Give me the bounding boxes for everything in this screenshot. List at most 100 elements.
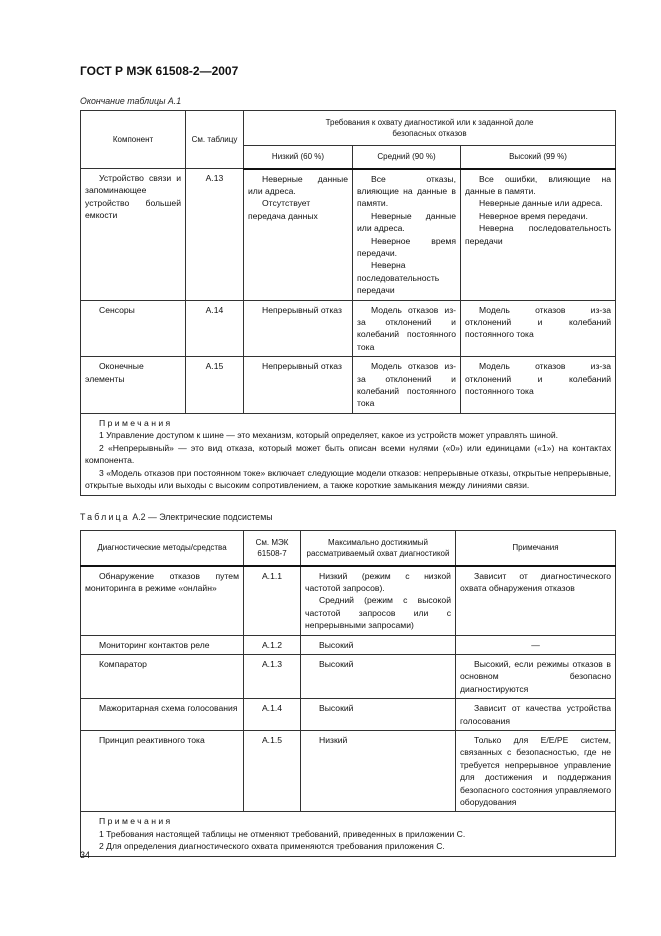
table-cell: Оконечные элементы bbox=[80, 356, 186, 414]
cell-text: Устройство связи и запоминающее устройст… bbox=[85, 173, 181, 221]
cell-text: Мажоритарная схема голосования bbox=[99, 703, 238, 714]
cell-text: Низкий bbox=[319, 734, 348, 745]
cell-text: А.14 bbox=[205, 304, 224, 315]
table-a2: Диагностические методы/средства См. МЭК … bbox=[80, 530, 616, 857]
cell-text: Высокий bbox=[319, 639, 354, 650]
header-low: Низкий (60 %) bbox=[243, 145, 353, 170]
table-cell: Непрерывный отказ bbox=[243, 299, 353, 358]
table-cell: Модель отказов из-за отклонений и колеба… bbox=[352, 356, 461, 414]
cell-text: А.15 bbox=[205, 361, 224, 372]
table-cell: А.1.5 bbox=[243, 729, 301, 813]
cell-text: Неверные данные или адреса. bbox=[357, 210, 456, 234]
cell-text: А.1.5 bbox=[261, 734, 283, 745]
cell-text: Принцип реактивного тока bbox=[99, 734, 205, 745]
document-header: ГОСТ Р МЭК 61508-2—2007 bbox=[80, 64, 239, 78]
table-cell: Зависит от качества устройства голосован… bbox=[455, 698, 616, 731]
table-cell: Компаратор bbox=[80, 653, 244, 700]
table-cell: Все ошибки, влияющие на данные в памяти.… bbox=[459, 168, 617, 301]
cell-text: Высокий, если режимы отказов в основном … bbox=[460, 658, 611, 694]
cell-text: Неверные данные или адреса. bbox=[479, 198, 603, 209]
table-cell: Высокий bbox=[300, 698, 456, 731]
cell-text: Сенсоры bbox=[99, 304, 135, 315]
table-cell: Модель отказов из-за отклонений и колеба… bbox=[459, 356, 617, 414]
cell-text: Модель отказов из-за отклонений и колеба… bbox=[465, 361, 612, 396]
header-coverage: Максимально достижимый рассматриваемый о… bbox=[300, 530, 456, 567]
table-cell: Высокий, если режимы отказов в основном … bbox=[455, 653, 616, 700]
cell-text: А.1.1 bbox=[261, 570, 283, 581]
table-row: Принцип реактивного тока А.1.5 Низкий Тольк… bbox=[80, 729, 616, 813]
table-cell: А.14 bbox=[185, 299, 244, 358]
table-row: Оконечные элементы А.15 Непрерывный отказ М… bbox=[80, 356, 617, 414]
table-cell: Модель отказов из-за отклонений и колеба… bbox=[459, 299, 617, 358]
cell-text: Высокий bbox=[319, 658, 354, 669]
table2-caption: Таблица А.2 — Электрические подсистемы bbox=[80, 512, 273, 522]
cell-text: Низкий (режим с низкой частотой запросов… bbox=[305, 570, 451, 593]
note: 2 Для определения диагностического охват… bbox=[99, 841, 445, 852]
table-row: Обнаружение отказов путем мониторинга в … bbox=[80, 565, 616, 636]
table-cell: Мониторинг контактов реле bbox=[80, 634, 244, 655]
table-row: Устройство связи и запоминающее устройст… bbox=[80, 168, 617, 301]
cell-text: Все ошибки, влияющие на данные в памяти. bbox=[465, 173, 612, 196]
table-cell: А.1.4 bbox=[243, 698, 301, 731]
table-cell: А.1.3 bbox=[243, 653, 301, 700]
cell-text: Оконечные элементы bbox=[85, 361, 144, 384]
table-cell: Все отказы, влияющие на данные в памяти.… bbox=[352, 168, 461, 301]
table-cell: — bbox=[455, 634, 616, 655]
note: 1 Управление доступом к шине — это механ… bbox=[99, 430, 559, 441]
table-cell: Неверные данные или адреса. Отсутствует п… bbox=[243, 168, 353, 301]
table-cell: Высокий bbox=[300, 634, 456, 655]
table2-notes: Примечания 1 Требования настоящей таблиц… bbox=[80, 811, 616, 857]
table-cell: Принцип реактивного тока bbox=[80, 729, 244, 813]
table-cell: Высокий bbox=[300, 653, 456, 700]
cell-text: — bbox=[531, 639, 540, 650]
cell-text: Высокий bbox=[319, 703, 354, 714]
table1-notes: Примечания 1 Управление доступом к шине … bbox=[79, 412, 617, 496]
cell-text: Непрерывный отказ bbox=[262, 361, 342, 372]
table-cell: А.1.2 bbox=[243, 634, 301, 655]
cell-text: Компаратор bbox=[99, 658, 147, 669]
table-cell: Сенсоры bbox=[80, 299, 186, 358]
table-cell: Зависит от диагностического охвата обнар… bbox=[455, 565, 616, 636]
note: 2 «Непрерывный» — это вид отказа, которы… bbox=[85, 442, 612, 466]
cell-text: Неверна последовательность передачи bbox=[465, 223, 612, 246]
notes-title: Примечания bbox=[99, 816, 173, 827]
note: 3 «Модель отказов при постоянном токе» в… bbox=[85, 467, 612, 491]
cell-text: Зависит от диагностического охвата обнар… bbox=[460, 570, 611, 593]
cell-text: Модель отказов из-за отклонений и колеба… bbox=[357, 361, 456, 409]
cell-text: Модель отказов из-за отклонений и колеба… bbox=[465, 304, 612, 340]
cell-text: А.1.3 bbox=[261, 658, 283, 669]
cell-text: Неверна последовательность передачи bbox=[357, 260, 440, 296]
header-medium: Средний (90 %) bbox=[352, 145, 461, 170]
cell-text: Обнаружение отказов путем мониторинга в … bbox=[85, 570, 239, 593]
cell-text: Неверное время передачи. bbox=[479, 210, 588, 221]
cell-text: Неверные данные или адреса. bbox=[248, 173, 348, 196]
cell-text: Средний (режим с высокой частотой запрос… bbox=[305, 595, 451, 631]
cell-text: Только для Е/Е/РЕ систем, связанных с бе… bbox=[460, 734, 611, 807]
table1-caption: Окончание таблицы А.1 bbox=[80, 96, 182, 106]
cell-text: Неверное время передачи. bbox=[357, 235, 456, 258]
note: 1 Требования настоящей таблицы не отменя… bbox=[99, 828, 466, 839]
table-row: Сенсоры А.14 Непрерывный отказ Модель отказ… bbox=[80, 299, 617, 358]
cell-text: А.1.4 bbox=[261, 703, 283, 714]
page-number: 34 bbox=[80, 850, 91, 860]
cell-text: А.13 bbox=[205, 173, 224, 183]
header-remarks: Примечания bbox=[455, 530, 616, 567]
table-cell: Обнаружение отказов путем мониторинга в … bbox=[80, 565, 244, 636]
cell-text: Все отказы, влияющие на данные в памяти. bbox=[357, 173, 456, 209]
cell-text: Зависит от качества устройства голосован… bbox=[460, 703, 611, 726]
table-cell: А.13 bbox=[185, 168, 244, 301]
cell-text: А.1.2 bbox=[261, 639, 283, 650]
table-cell: Устройство связи и запоминающее устройст… bbox=[80, 168, 186, 301]
header-requirements: Требования к охвату диагностикой или к з… bbox=[242, 110, 617, 146]
table-cell: А.15 bbox=[185, 356, 244, 414]
table-cell: Низкий (режим с низкой частотой запросов… bbox=[300, 565, 456, 636]
table-cell: А.1.1 bbox=[243, 565, 301, 636]
table-cell: Мажоритарная схема голосования bbox=[80, 698, 244, 731]
cell-text: Отсутствует передача данных bbox=[248, 198, 318, 221]
table-row: Мажоритарная схема голосования А.1.4 Высок… bbox=[80, 698, 616, 731]
table-cell: Непрерывный отказ bbox=[243, 356, 353, 414]
table-cell: Модель отказов из-за отклонений и колеба… bbox=[352, 299, 461, 358]
header-method: Диагностические методы/средства bbox=[80, 530, 244, 567]
table-cell: Низкий bbox=[300, 729, 456, 813]
table-a1: Компонент См. таблицу Требования к охват… bbox=[79, 110, 617, 496]
